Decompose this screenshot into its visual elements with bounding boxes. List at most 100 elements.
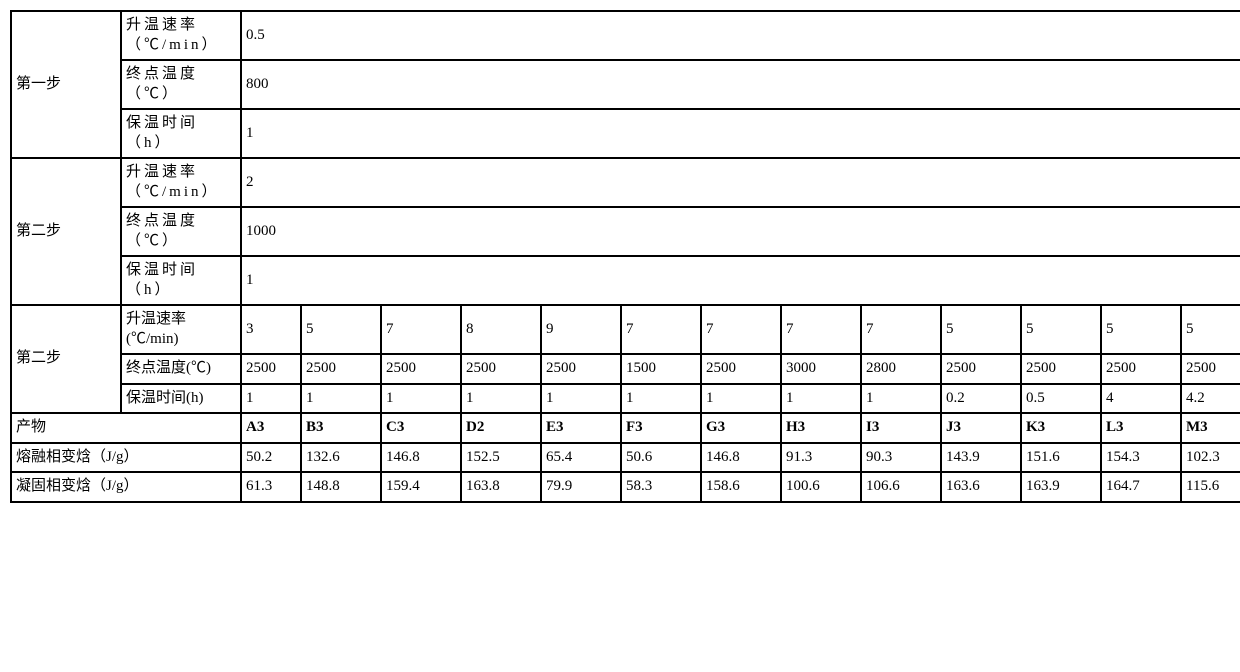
table-cell: 1 (781, 384, 861, 414)
table-cell: 2500 (701, 354, 781, 384)
table-cell: 5 (1101, 305, 1181, 354)
solid-cell: 164.7 (1101, 472, 1181, 502)
table-cell: 0.2 (941, 384, 1021, 414)
table-cell: 7 (781, 305, 861, 354)
step3-end-label: 终点温度(℃) (121, 354, 241, 384)
table-cell: 1 (861, 384, 941, 414)
melt-cell: 146.8 (381, 443, 461, 473)
table-cell: 2500 (301, 354, 381, 384)
table-cell: 1 (381, 384, 461, 414)
product-cell: H3 (781, 413, 861, 443)
melt-cell: 152.5 (461, 443, 541, 473)
melt-cell: 151.6 (1021, 443, 1101, 473)
step2-end-label: 终点温度（℃） (121, 207, 241, 256)
table-cell: 0.5 (1021, 384, 1101, 414)
solid-cell: 106.6 (861, 472, 941, 502)
table-cell: 2500 (1021, 354, 1101, 384)
product-cell: J3 (941, 413, 1021, 443)
table-cell: 5 (1181, 305, 1240, 354)
product-cell: F3 (621, 413, 701, 443)
table-cell: 7 (381, 305, 461, 354)
table-cell: 8 (461, 305, 541, 354)
melt-cell: 132.6 (301, 443, 381, 473)
solid-cell: 158.6 (701, 472, 781, 502)
table-cell: 1500 (621, 354, 701, 384)
melt-cell: 50.6 (621, 443, 701, 473)
table-cell: 4 (1101, 384, 1181, 414)
table-cell: 5 (301, 305, 381, 354)
solid-cell: 163.8 (461, 472, 541, 502)
step1-hold-label: 保温时间（h） (121, 109, 241, 158)
step1-rate-value: 0.5 (241, 11, 1240, 60)
solid-cell: 163.9 (1021, 472, 1101, 502)
table-cell: 1 (461, 384, 541, 414)
solid-cell: 148.8 (301, 472, 381, 502)
solid-cell: 61.3 (241, 472, 301, 502)
product-label: 产物 (11, 413, 241, 443)
step2-end-value: 1000 (241, 207, 1240, 256)
product-cell: C3 (381, 413, 461, 443)
table-cell: 2500 (1181, 354, 1240, 384)
solid-cell: 163.6 (941, 472, 1021, 502)
product-cell: D2 (461, 413, 541, 443)
product-cell: A3 (241, 413, 301, 443)
solid-cell: 115.6 (1181, 472, 1240, 502)
step3-rate-label: 升温速率(℃/min) (121, 305, 241, 354)
process-table: 第一步 升温速率（℃/min） 0.5 终点温度（℃） 800 保温时间（h） … (10, 10, 1240, 503)
step2-hold-label: 保温时间（h） (121, 256, 241, 305)
melt-cell: 154.3 (1101, 443, 1181, 473)
product-cell: L3 (1101, 413, 1181, 443)
table-cell: 2500 (541, 354, 621, 384)
table-cell: 1 (241, 384, 301, 414)
table-cell: 3000 (781, 354, 861, 384)
table-cell: 5 (941, 305, 1021, 354)
step3-label: 第二步 (11, 305, 121, 413)
table-cell: 2500 (1101, 354, 1181, 384)
table-cell: 9 (541, 305, 621, 354)
step2-label: 第二步 (11, 158, 121, 305)
solid-cell: 58.3 (621, 472, 701, 502)
step1-rate-label: 升温速率（℃/min） (121, 11, 241, 60)
table-cell: 3 (241, 305, 301, 354)
table-cell: 2500 (241, 354, 301, 384)
table-cell: 1 (701, 384, 781, 414)
step3-hold-label: 保温时间(h) (121, 384, 241, 414)
table-cell: 1 (301, 384, 381, 414)
product-cell: B3 (301, 413, 381, 443)
table-cell: 7 (621, 305, 701, 354)
table-cell: 2500 (461, 354, 541, 384)
product-cell: I3 (861, 413, 941, 443)
product-cell: E3 (541, 413, 621, 443)
step2-rate-value: 2 (241, 158, 1240, 207)
solid-label: 凝固相变焓（J/g） (11, 472, 241, 502)
melt-cell: 90.3 (861, 443, 941, 473)
table-cell: 1 (541, 384, 621, 414)
product-cell: G3 (701, 413, 781, 443)
table-cell: 1 (621, 384, 701, 414)
table-cell: 5 (1021, 305, 1101, 354)
step1-end-label: 终点温度（℃） (121, 60, 241, 109)
melt-cell: 50.2 (241, 443, 301, 473)
step1-end-value: 800 (241, 60, 1240, 109)
table-cell: 2500 (941, 354, 1021, 384)
solid-cell: 159.4 (381, 472, 461, 502)
table-cell: 7 (701, 305, 781, 354)
step1-label: 第一步 (11, 11, 121, 158)
table-cell: 2500 (381, 354, 461, 384)
product-cell: M3 (1181, 413, 1240, 443)
step2-rate-label: 升温速率（℃/min） (121, 158, 241, 207)
step2-hold-value: 1 (241, 256, 1240, 305)
table-cell: 7 (861, 305, 941, 354)
product-cell: K3 (1021, 413, 1101, 443)
table-cell: 2800 (861, 354, 941, 384)
table-cell: 4.2 (1181, 384, 1240, 414)
melt-cell: 65.4 (541, 443, 621, 473)
solid-cell: 100.6 (781, 472, 861, 502)
step1-hold-value: 1 (241, 109, 1240, 158)
melt-label: 熔融相变焓（J/g） (11, 443, 241, 473)
melt-cell: 143.9 (941, 443, 1021, 473)
melt-cell: 146.8 (701, 443, 781, 473)
melt-cell: 91.3 (781, 443, 861, 473)
solid-cell: 79.9 (541, 472, 621, 502)
melt-cell: 102.3 (1181, 443, 1240, 473)
